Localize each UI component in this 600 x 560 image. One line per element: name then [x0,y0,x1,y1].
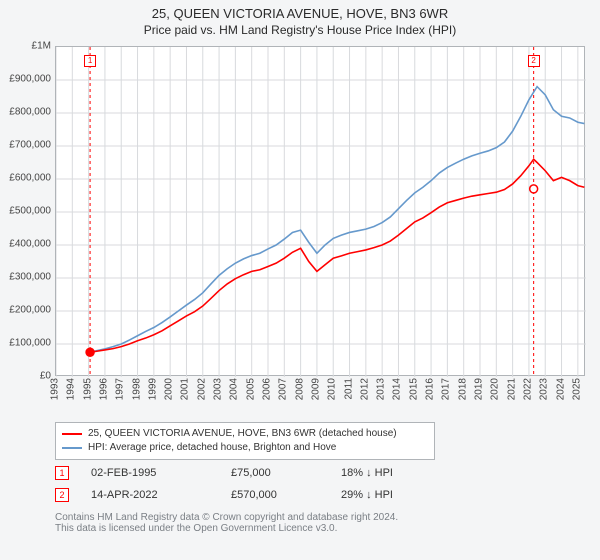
transaction-date: 02-FEB-1995 [91,467,231,479]
transactions-table: 1 02-FEB-1995 £75,000 18% ↓ HPI 2 14-APR… [55,462,461,506]
x-tick-label: 2025 [571,378,582,400]
x-tick-label: 2006 [262,378,273,400]
legend-label-property: 25, QUEEN VICTORIA AVENUE, HOVE, BN3 6WR… [88,427,397,441]
transaction-hpi-delta: 29% ↓ HPI [341,489,461,501]
transaction-price: £75,000 [231,467,341,479]
y-tick-label: £700,000 [9,140,51,151]
x-tick-label: 1994 [66,378,77,400]
footer-line-2: This data is licensed under the Open Gov… [55,523,398,534]
table-row: 1 02-FEB-1995 £75,000 18% ↓ HPI [55,462,461,484]
x-tick-label: 2024 [555,378,566,400]
legend-item-property: 25, QUEEN VICTORIA AVENUE, HOVE, BN3 6WR… [62,427,428,441]
x-tick-label: 2013 [376,378,387,400]
transaction-price: £570,000 [231,489,341,501]
marker-badge-1: 1 [55,466,69,480]
marker-badge-2: 2 [55,488,69,502]
transaction-hpi-delta: 18% ↓ HPI [341,467,461,479]
legend-label-hpi: HPI: Average price, detached house, Brig… [88,441,336,455]
x-tick-label: 2002 [196,378,207,400]
y-tick-label: £900,000 [9,74,51,85]
x-tick-label: 2022 [522,378,533,400]
x-tick-label: 2023 [539,378,550,400]
transaction-date: 14-APR-2022 [91,489,231,501]
legend: 25, QUEEN VICTORIA AVENUE, HOVE, BN3 6WR… [55,422,435,460]
x-tick-label: 2018 [457,378,468,400]
x-tick-label: 2014 [392,378,403,400]
x-tick-label: 2009 [310,378,321,400]
plot-area: 12 [55,46,585,376]
legend-swatch-property [62,433,82,435]
x-axis: 1993199419951996199719981999200020012002… [55,376,585,424]
legend-swatch-hpi [62,447,82,449]
x-tick-label: 2020 [490,378,501,400]
y-tick-label: £800,000 [9,107,51,118]
x-tick-label: 2012 [359,378,370,400]
y-tick-label: £300,000 [9,272,51,283]
legend-item-hpi: HPI: Average price, detached house, Brig… [62,441,428,455]
chart-container: 25, QUEEN VICTORIA AVENUE, HOVE, BN3 6WR… [0,0,600,560]
x-tick-label: 2015 [408,378,419,400]
chart-title: 25, QUEEN VICTORIA AVENUE, HOVE, BN3 6WR [0,0,600,21]
chart-subtitle: Price paid vs. HM Land Registry's House … [0,21,600,37]
x-tick-label: 2004 [229,378,240,400]
x-tick-label: 2021 [506,378,517,400]
x-tick-label: 1995 [82,378,93,400]
y-tick-label: £400,000 [9,239,51,250]
y-tick-label: £100,000 [9,338,51,349]
table-row: 2 14-APR-2022 £570,000 29% ↓ HPI [55,484,461,506]
x-tick-label: 2003 [213,378,224,400]
x-tick-label: 2008 [294,378,305,400]
marker-flag-2: 2 [528,55,540,67]
x-tick-label: 2011 [343,378,354,400]
x-tick-label: 2016 [425,378,436,400]
y-tick-label: £500,000 [9,206,51,217]
y-tick-label: £600,000 [9,173,51,184]
x-tick-label: 1998 [131,378,142,400]
y-tick-label: £1M [32,41,51,52]
x-tick-label: 1999 [147,378,158,400]
x-tick-label: 2019 [474,378,485,400]
x-tick-label: 2017 [441,378,452,400]
x-tick-label: 1993 [50,378,61,400]
x-tick-label: 1997 [115,378,126,400]
marker-flag-1: 1 [84,55,96,67]
x-tick-label: 2007 [278,378,289,400]
x-tick-label: 2001 [180,378,191,400]
plot-svg [56,47,586,377]
x-tick-label: 2000 [164,378,175,400]
y-axis: £0£100,000£200,000£300,000£400,000£500,0… [0,46,55,376]
x-tick-label: 2005 [245,378,256,400]
footer-line-1: Contains HM Land Registry data © Crown c… [55,512,398,523]
x-tick-label: 1996 [98,378,109,400]
y-tick-label: £200,000 [9,305,51,316]
x-tick-label: 2010 [327,378,338,400]
footer: Contains HM Land Registry data © Crown c… [55,512,398,534]
